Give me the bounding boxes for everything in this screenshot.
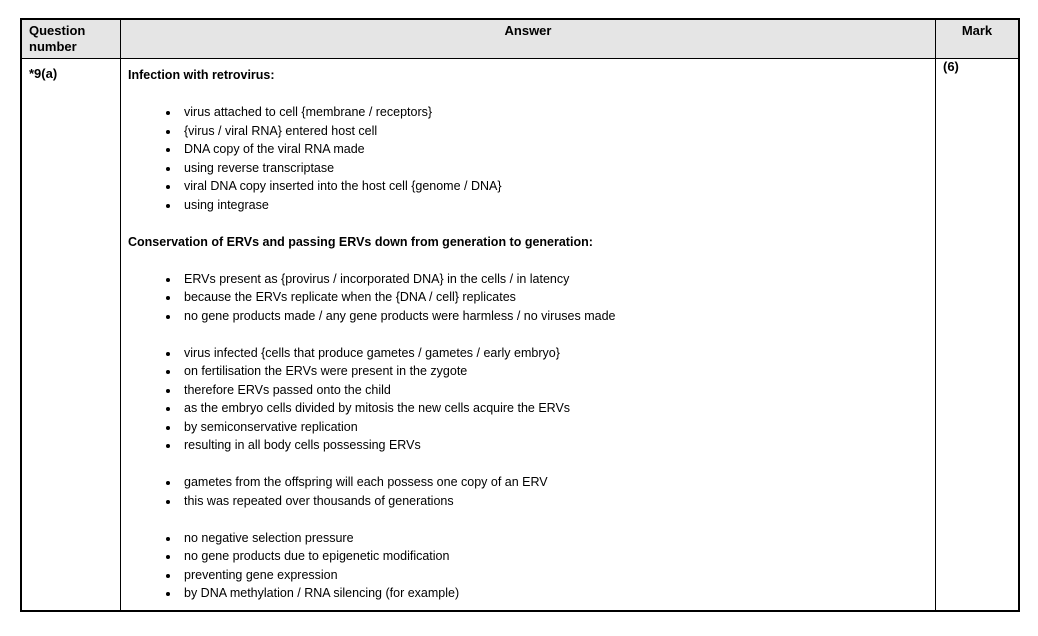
answer-bullet-item: preventing gene expression	[180, 566, 925, 585]
answer-bullet-item: on fertilisation the ERVs were present i…	[180, 362, 925, 381]
answer-bullet-item: using reverse transcriptase	[180, 159, 925, 178]
answer-section-heading: Infection with retrovirus:	[128, 68, 275, 82]
answer-bullet-item: viral DNA copy inserted into the host ce…	[180, 177, 925, 196]
answer-bullet-item: DNA copy of the viral RNA made	[180, 140, 925, 159]
answer-bullet-item: no negative selection pressure	[180, 529, 925, 548]
answer-bullet-item: by DNA methylation / RNA silencing (for …	[180, 584, 925, 603]
header-answer: Answer	[120, 18, 936, 59]
answer-bullet-item: this was repeated over thousands of gene…	[180, 492, 925, 511]
answer-bullet-item: gametes from the offspring will each pos…	[180, 473, 925, 492]
answer-bullet-item: by semiconservative replication	[180, 418, 925, 437]
header-question-number: Question number	[20, 18, 121, 59]
answer-bullet-item: ERVs present as {provirus / incorporated…	[180, 270, 925, 289]
answer-bullet-item: because the ERVs replicate when the {DNA…	[180, 288, 925, 307]
answer-bullet-item: virus attached to cell {membrane / recep…	[180, 103, 925, 122]
mark-cell: (6)	[935, 58, 1020, 611]
table-header-row: Question number Answer Mark	[20, 18, 1020, 59]
answer-bullet-item: therefore ERVs passed onto the child	[180, 381, 925, 400]
answer-bullet-group: virus infected {cells that produce gamet…	[128, 344, 925, 455]
answer-bullet-item: no gene products due to epigenetic modif…	[180, 547, 925, 566]
answer-bullet-item: {virus / viral RNA} entered host cell	[180, 122, 925, 141]
answer-bullet-group: virus attached to cell {membrane / recep…	[128, 103, 925, 214]
header-mark: Mark	[935, 18, 1020, 59]
answer-bullet-item: using integrase	[180, 196, 925, 215]
answer-section-heading: Conservation of ERVs and passing ERVs do…	[128, 234, 593, 249]
answer-bullet-item: resulting in all body cells possessing E…	[180, 436, 925, 455]
answer-bullet-group: no negative selection pressureno gene pr…	[128, 529, 925, 603]
mark-scheme-table: Question number Answer Mark *9(a) Infect…	[20, 18, 1020, 612]
answer-bullet-group: gametes from the offspring will each pos…	[128, 473, 925, 510]
answer-cell: Infection with retrovirus: virus attached…	[120, 58, 936, 611]
answer-bullet-group: ERVs present as {provirus / incorporated…	[128, 270, 925, 326]
answer-bullet-item: virus infected {cells that produce gamet…	[180, 344, 925, 363]
question-number-cell: *9(a)	[20, 58, 121, 611]
answer-bullet-item: as the embryo cells divided by mitosis t…	[180, 399, 925, 418]
table-row: *9(a) Infection with retrovirus: virus at…	[20, 58, 1020, 611]
answer-bullet-item: no gene products made / any gene product…	[180, 307, 925, 326]
